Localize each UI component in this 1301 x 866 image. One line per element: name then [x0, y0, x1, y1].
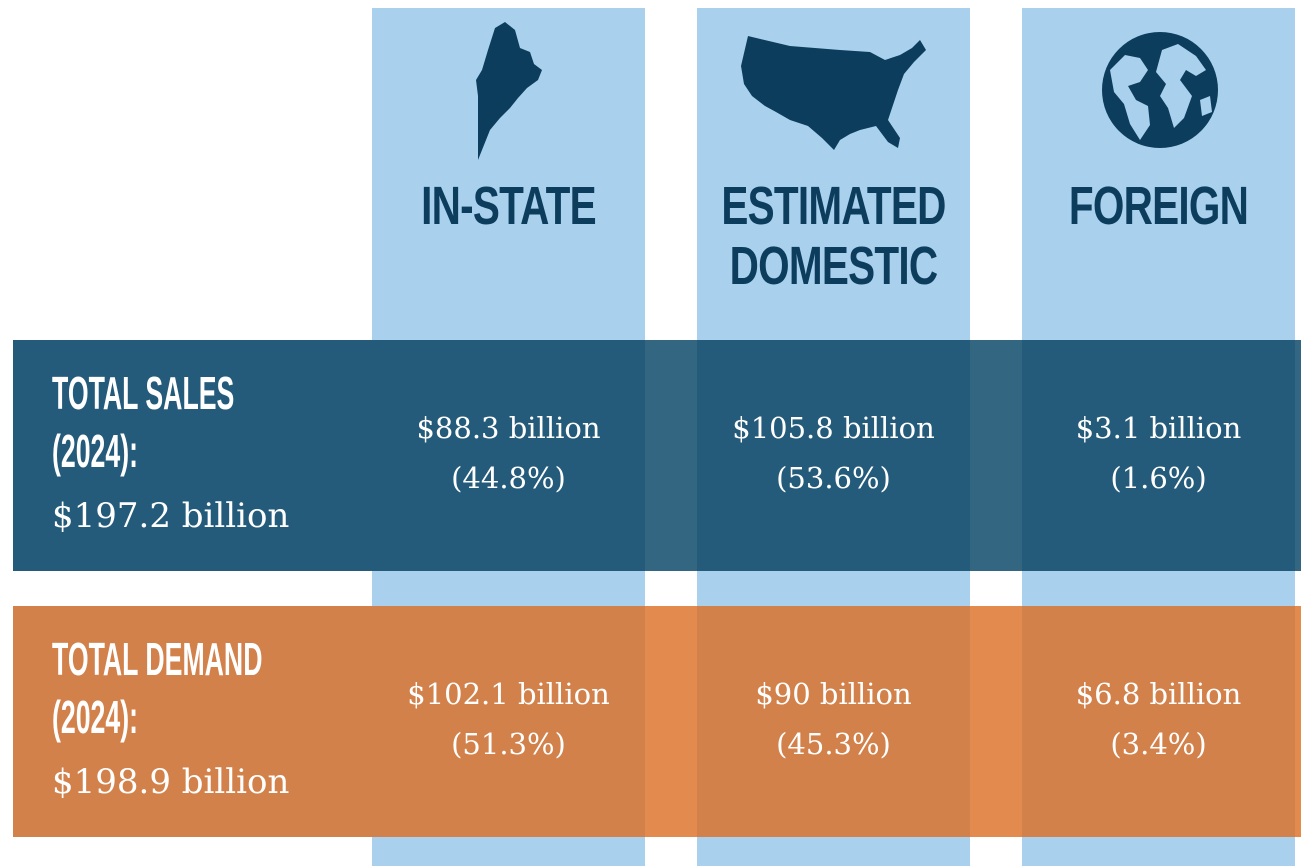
row-total: $197.2 billion: [52, 496, 290, 536]
band-gap: [970, 606, 1022, 837]
cell-amount: $3.1 billion: [1075, 411, 1242, 445]
cell-amount: $6.8 billion: [1075, 677, 1242, 711]
cell-share: (1.6%): [1110, 461, 1207, 495]
cell-amount: $88.3 billion: [416, 411, 601, 445]
column-header: IN-STATE: [421, 176, 596, 236]
cell-amount: $102.1 billion: [407, 677, 610, 711]
column-header: ESTIMATED DOMESTIC: [721, 176, 946, 296]
usa-icon: [741, 36, 926, 150]
globe-land: [1110, 44, 1212, 140]
band-gap: [1295, 340, 1301, 571]
cell-share: (44.8%): [451, 461, 566, 495]
row-label: TOTAL SALES (2024):: [52, 367, 235, 477]
band-gap: [645, 340, 697, 571]
cell-amount: $105.8 billion: [732, 411, 935, 445]
maine-icon: [476, 22, 542, 160]
column-header: FOREIGN: [1068, 176, 1249, 236]
cell-share: (3.4%): [1110, 727, 1207, 761]
cell-amount: $90 billion: [755, 677, 912, 711]
cell-share: (45.3%): [776, 727, 891, 761]
row-total: $198.9 billion: [52, 762, 290, 802]
band-gap: [1295, 606, 1301, 837]
cell-share: (51.3%): [451, 727, 566, 761]
band-gap: [645, 606, 697, 837]
cell-share: (53.6%): [776, 461, 891, 495]
row-label: TOTAL DEMAND (2024):: [52, 633, 263, 743]
band-gap: [970, 340, 1022, 571]
